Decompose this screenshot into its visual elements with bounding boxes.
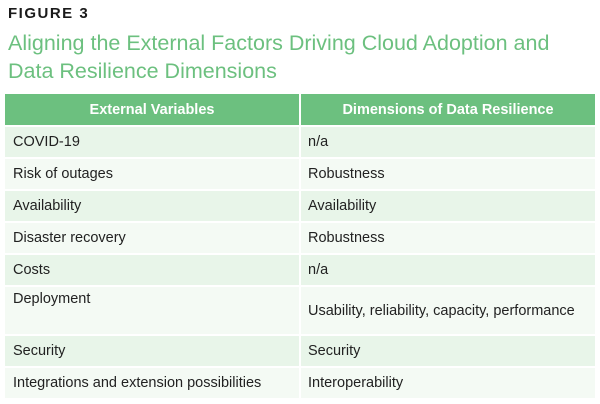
table-row: Security Security <box>5 334 595 366</box>
table-cell-variable: Deployment <box>5 285 301 334</box>
table-cell-variable: Risk of outages <box>5 157 301 189</box>
table-row: Availability Availability <box>5 189 595 221</box>
table-cell-variable: Integrations and extension possibilities <box>5 366 301 398</box>
table-cell-variable: Costs <box>5 253 301 285</box>
table-cell-dimension: n/a <box>301 253 595 285</box>
table-cell-dimension: Security <box>301 334 595 366</box>
table-row: Deployment Usability, reliability, capac… <box>5 285 595 334</box>
table-row: COVID-19 n/a <box>5 125 595 157</box>
column-header-external-variables: External Variables <box>5 94 301 125</box>
table-row: Risk of outages Robustness <box>5 157 595 189</box>
table-row: Costs n/a <box>5 253 595 285</box>
table-header-row: External Variables Dimensions of Data Re… <box>5 94 595 125</box>
column-header-data-resilience: Dimensions of Data Resilience <box>301 94 595 125</box>
table-cell-variable: Disaster recovery <box>5 221 301 253</box>
table-cell-variable: Security <box>5 334 301 366</box>
table-cell-dimension: Robustness <box>301 221 595 253</box>
figure-title: Aligning the External Factors Driving Cl… <box>8 31 550 83</box>
table-cell-dimension: Interoperability <box>301 366 595 398</box>
table-cell-dimension: Robustness <box>301 157 595 189</box>
table-row: Integrations and extension possibilities… <box>5 366 595 398</box>
table-row: Disaster recovery Robustness <box>5 221 595 253</box>
table-cell-dimension: Availability <box>301 189 595 221</box>
figure-label: FIGURE 3 <box>8 5 90 22</box>
table-cell-variable: Availability <box>5 189 301 221</box>
table-cell-variable: COVID-19 <box>5 125 301 157</box>
table-cell-dimension: Usability, reliability, capacity, perfor… <box>301 285 595 334</box>
data-table: External Variables Dimensions of Data Re… <box>5 94 595 398</box>
table-cell-dimension: n/a <box>301 125 595 157</box>
